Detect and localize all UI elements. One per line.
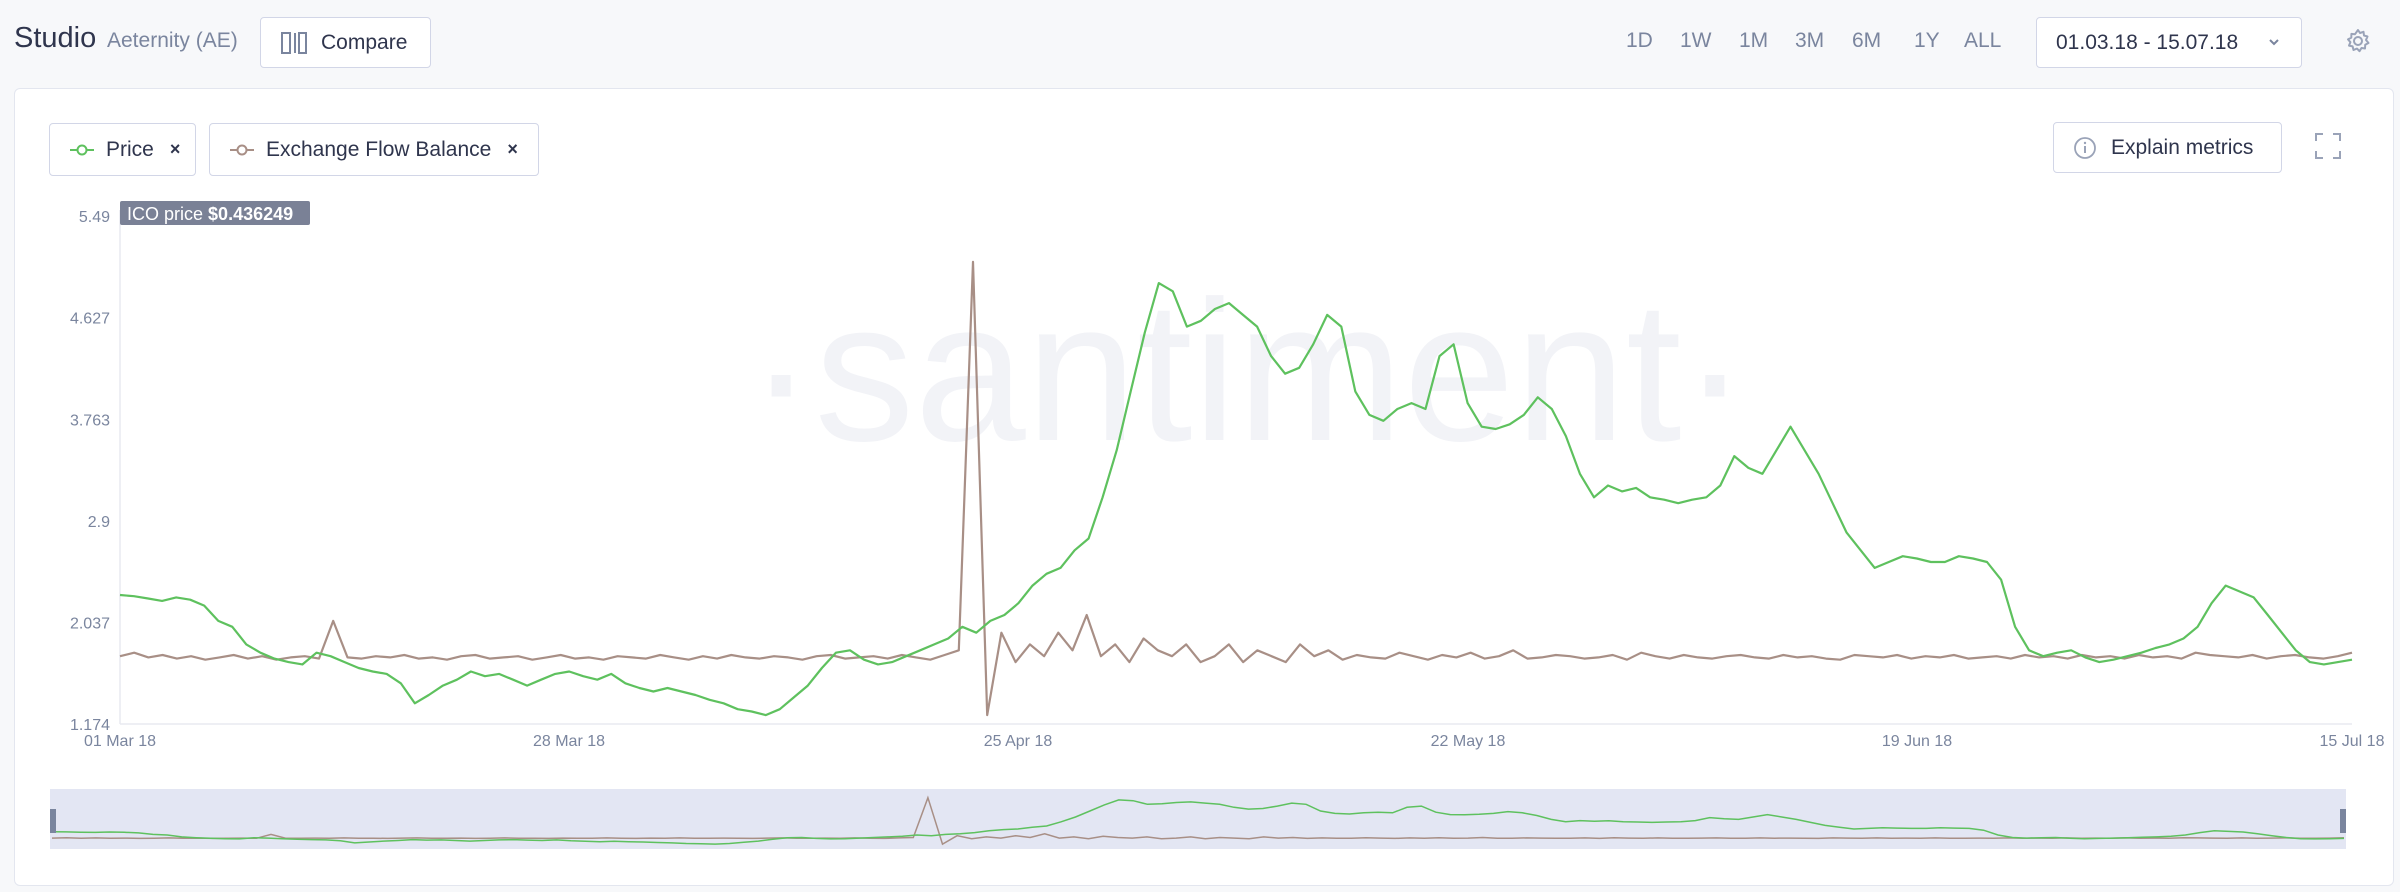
x-tick-label: 15 Jul 18 xyxy=(2320,733,2385,750)
gear-icon[interactable] xyxy=(2344,27,2372,55)
series-line xyxy=(119,282,2353,717)
ico-price-badge: ICO price $0.436249 xyxy=(120,201,310,225)
project-name: Aeternity (AE) xyxy=(107,29,238,52)
page-title: Studio xyxy=(14,22,97,54)
y-tick-label: 2.9 xyxy=(88,514,110,531)
ico-label: ICO price xyxy=(127,204,203,224)
close-icon[interactable]: × xyxy=(169,139,181,159)
y-tick-label: 5.49 xyxy=(79,209,110,226)
date-range-value: 01.03.18 - 15.07.18 xyxy=(2056,30,2239,54)
close-icon[interactable]: × xyxy=(507,139,518,159)
navigator-handle-left[interactable] xyxy=(50,809,56,833)
explain-metrics-label: Explain metrics xyxy=(2111,135,2254,159)
navigator-line xyxy=(51,799,2345,845)
compare-label: Compare xyxy=(321,30,408,54)
top-bar: Studio Aeternity (AE) Compare 1D 1W 1M 3… xyxy=(0,0,2400,84)
svg-text:ICO price $0.436249: ICO price $0.436249 xyxy=(127,204,293,224)
compare-icon xyxy=(281,31,307,54)
x-tick-label: 22 May 18 xyxy=(1431,733,1506,750)
x-tick-label: 25 Apr 18 xyxy=(984,733,1053,750)
range-1m[interactable]: 1M xyxy=(1739,29,1769,52)
series-line xyxy=(119,260,2353,717)
range-1y[interactable]: 1Y xyxy=(1914,29,1940,52)
line-marker-icon xyxy=(70,144,94,155)
info-icon xyxy=(2074,136,2096,159)
x-tick-label: 19 Jun 18 xyxy=(1882,733,1952,750)
y-tick-label: 3.763 xyxy=(70,412,110,429)
range-3m[interactable]: 3M xyxy=(1795,29,1825,52)
x-axis-ticks: 01 Mar 18 28 Mar 18 25 Apr 18 22 May 18 19 J… xyxy=(84,733,2385,750)
metric-chip-label: Exchange Flow Balance xyxy=(266,137,492,161)
watermark: ·santiment· xyxy=(748,260,1748,483)
range-all[interactable]: ALL xyxy=(1964,29,2002,52)
y-tick-label: 4.627 xyxy=(70,311,110,328)
navigator[interactable] xyxy=(50,789,2346,849)
ico-value: $0.436249 xyxy=(208,204,293,224)
metric-chip-label: Price xyxy=(106,137,154,161)
x-tick-label: 28 Mar 18 xyxy=(533,733,605,750)
compare-button[interactable]: Compare xyxy=(260,17,431,68)
metric-chip-exchange-flow-balance[interactable]: Exchange Flow Balance × xyxy=(209,123,539,176)
navigator-handle-right[interactable] xyxy=(2340,809,2346,833)
y-tick-label: 2.037 xyxy=(70,615,110,632)
x-tick-label: 01 Mar 18 xyxy=(84,733,156,750)
metric-chip-price[interactable]: Price × xyxy=(49,123,196,176)
navigator-series xyxy=(51,795,2345,846)
chart-panel: Price × Exchange Flow Balance × Explain … xyxy=(14,88,2394,886)
range-6m[interactable]: 6M xyxy=(1852,29,1882,52)
fullscreen-icon[interactable] xyxy=(2315,133,2341,159)
line-marker-icon xyxy=(230,144,254,155)
chevron-down-icon xyxy=(2269,39,2279,46)
series-lines xyxy=(119,260,2353,717)
y-tick-label: 1.174 xyxy=(70,717,110,734)
range-1w[interactable]: 1W xyxy=(1680,29,1712,52)
y-axis-ticks: 5.49 4.627 3.763 2.9 2.037 1.174 xyxy=(70,209,110,734)
navigator-line xyxy=(51,795,2345,846)
explain-metrics-button[interactable]: Explain metrics xyxy=(2053,122,2282,173)
date-range-select[interactable]: 01.03.18 - 15.07.18 xyxy=(2036,17,2302,68)
range-1d[interactable]: 1D xyxy=(1626,29,1653,52)
